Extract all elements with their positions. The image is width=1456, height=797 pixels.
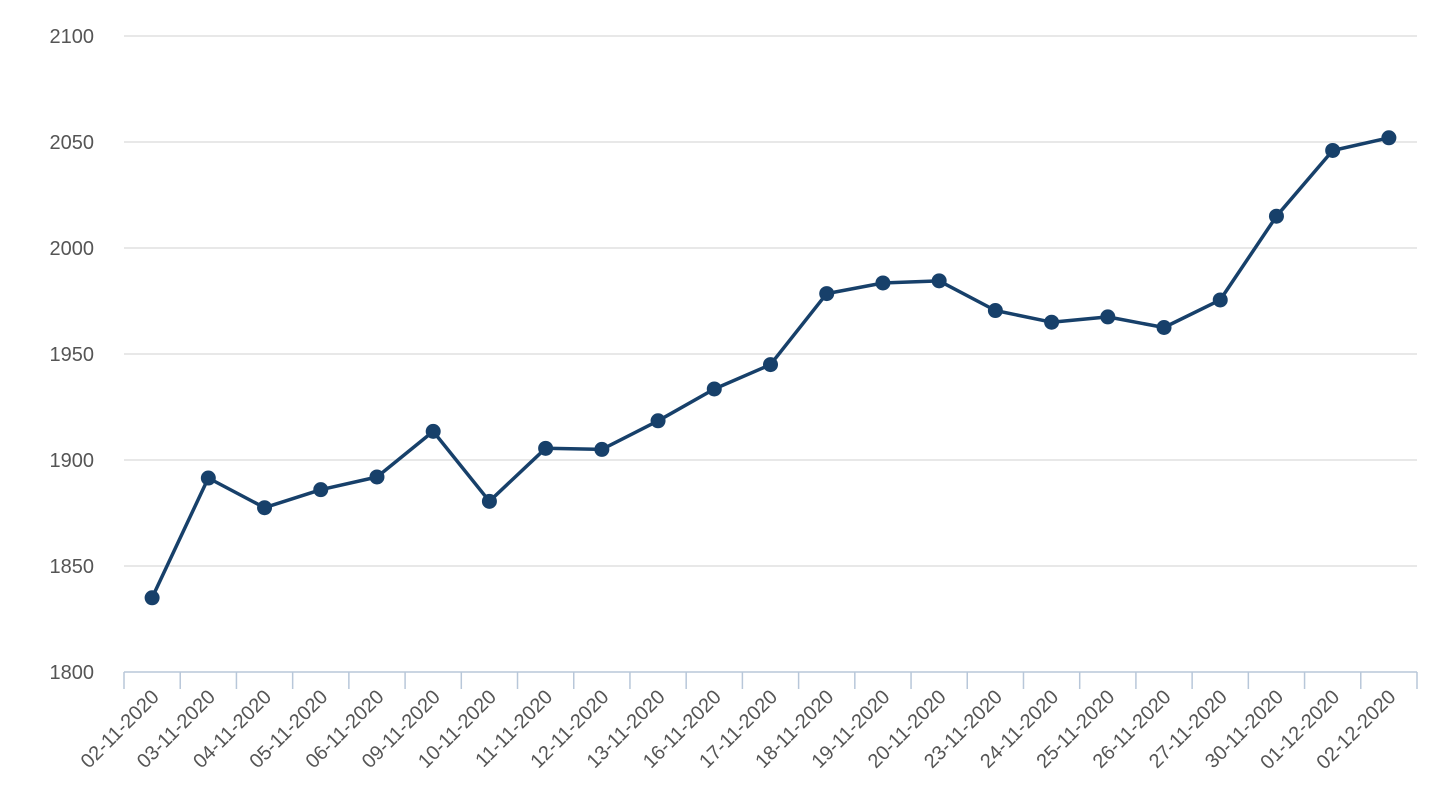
y-tick-label: 1900 <box>50 450 95 472</box>
data-point <box>1156 320 1172 335</box>
data-point <box>763 357 778 373</box>
data-point <box>1100 309 1116 325</box>
x-axis <box>123 671 1418 689</box>
data-point <box>706 381 722 397</box>
y-tick-label: 1950 <box>50 344 95 366</box>
y-tick-label: 1850 <box>50 556 95 578</box>
data-point <box>481 493 497 509</box>
data-point <box>1212 292 1228 308</box>
data-point <box>144 590 160 606</box>
data-point <box>538 440 554 456</box>
data-point <box>931 273 947 289</box>
y-tick-label: 2100 <box>50 26 95 48</box>
data-point <box>1268 208 1284 224</box>
data-point <box>875 275 891 291</box>
data-point <box>425 423 441 439</box>
data-point <box>257 500 273 516</box>
data-point <box>1325 142 1341 158</box>
data-point <box>200 470 216 486</box>
series <box>144 130 1397 606</box>
y-tick-label: 1800 <box>50 662 95 684</box>
data-point <box>987 303 1003 319</box>
data-point <box>819 286 835 302</box>
data-point <box>313 482 329 498</box>
data-point <box>1044 314 1060 330</box>
data-point <box>594 441 610 457</box>
data-point <box>369 469 385 485</box>
y-tick-label: 2050 <box>50 132 95 154</box>
y-axis-labels: 1800 1850 1900 1950 2000 2050 2100 <box>50 26 95 684</box>
gridlines <box>124 35 1417 567</box>
y-tick-label: 2000 <box>50 238 95 260</box>
x-axis-labels: 02-11-202003-11-202004-11-202005-11-2020… <box>77 686 1401 774</box>
data-point <box>650 413 666 429</box>
data-point <box>1381 130 1397 146</box>
